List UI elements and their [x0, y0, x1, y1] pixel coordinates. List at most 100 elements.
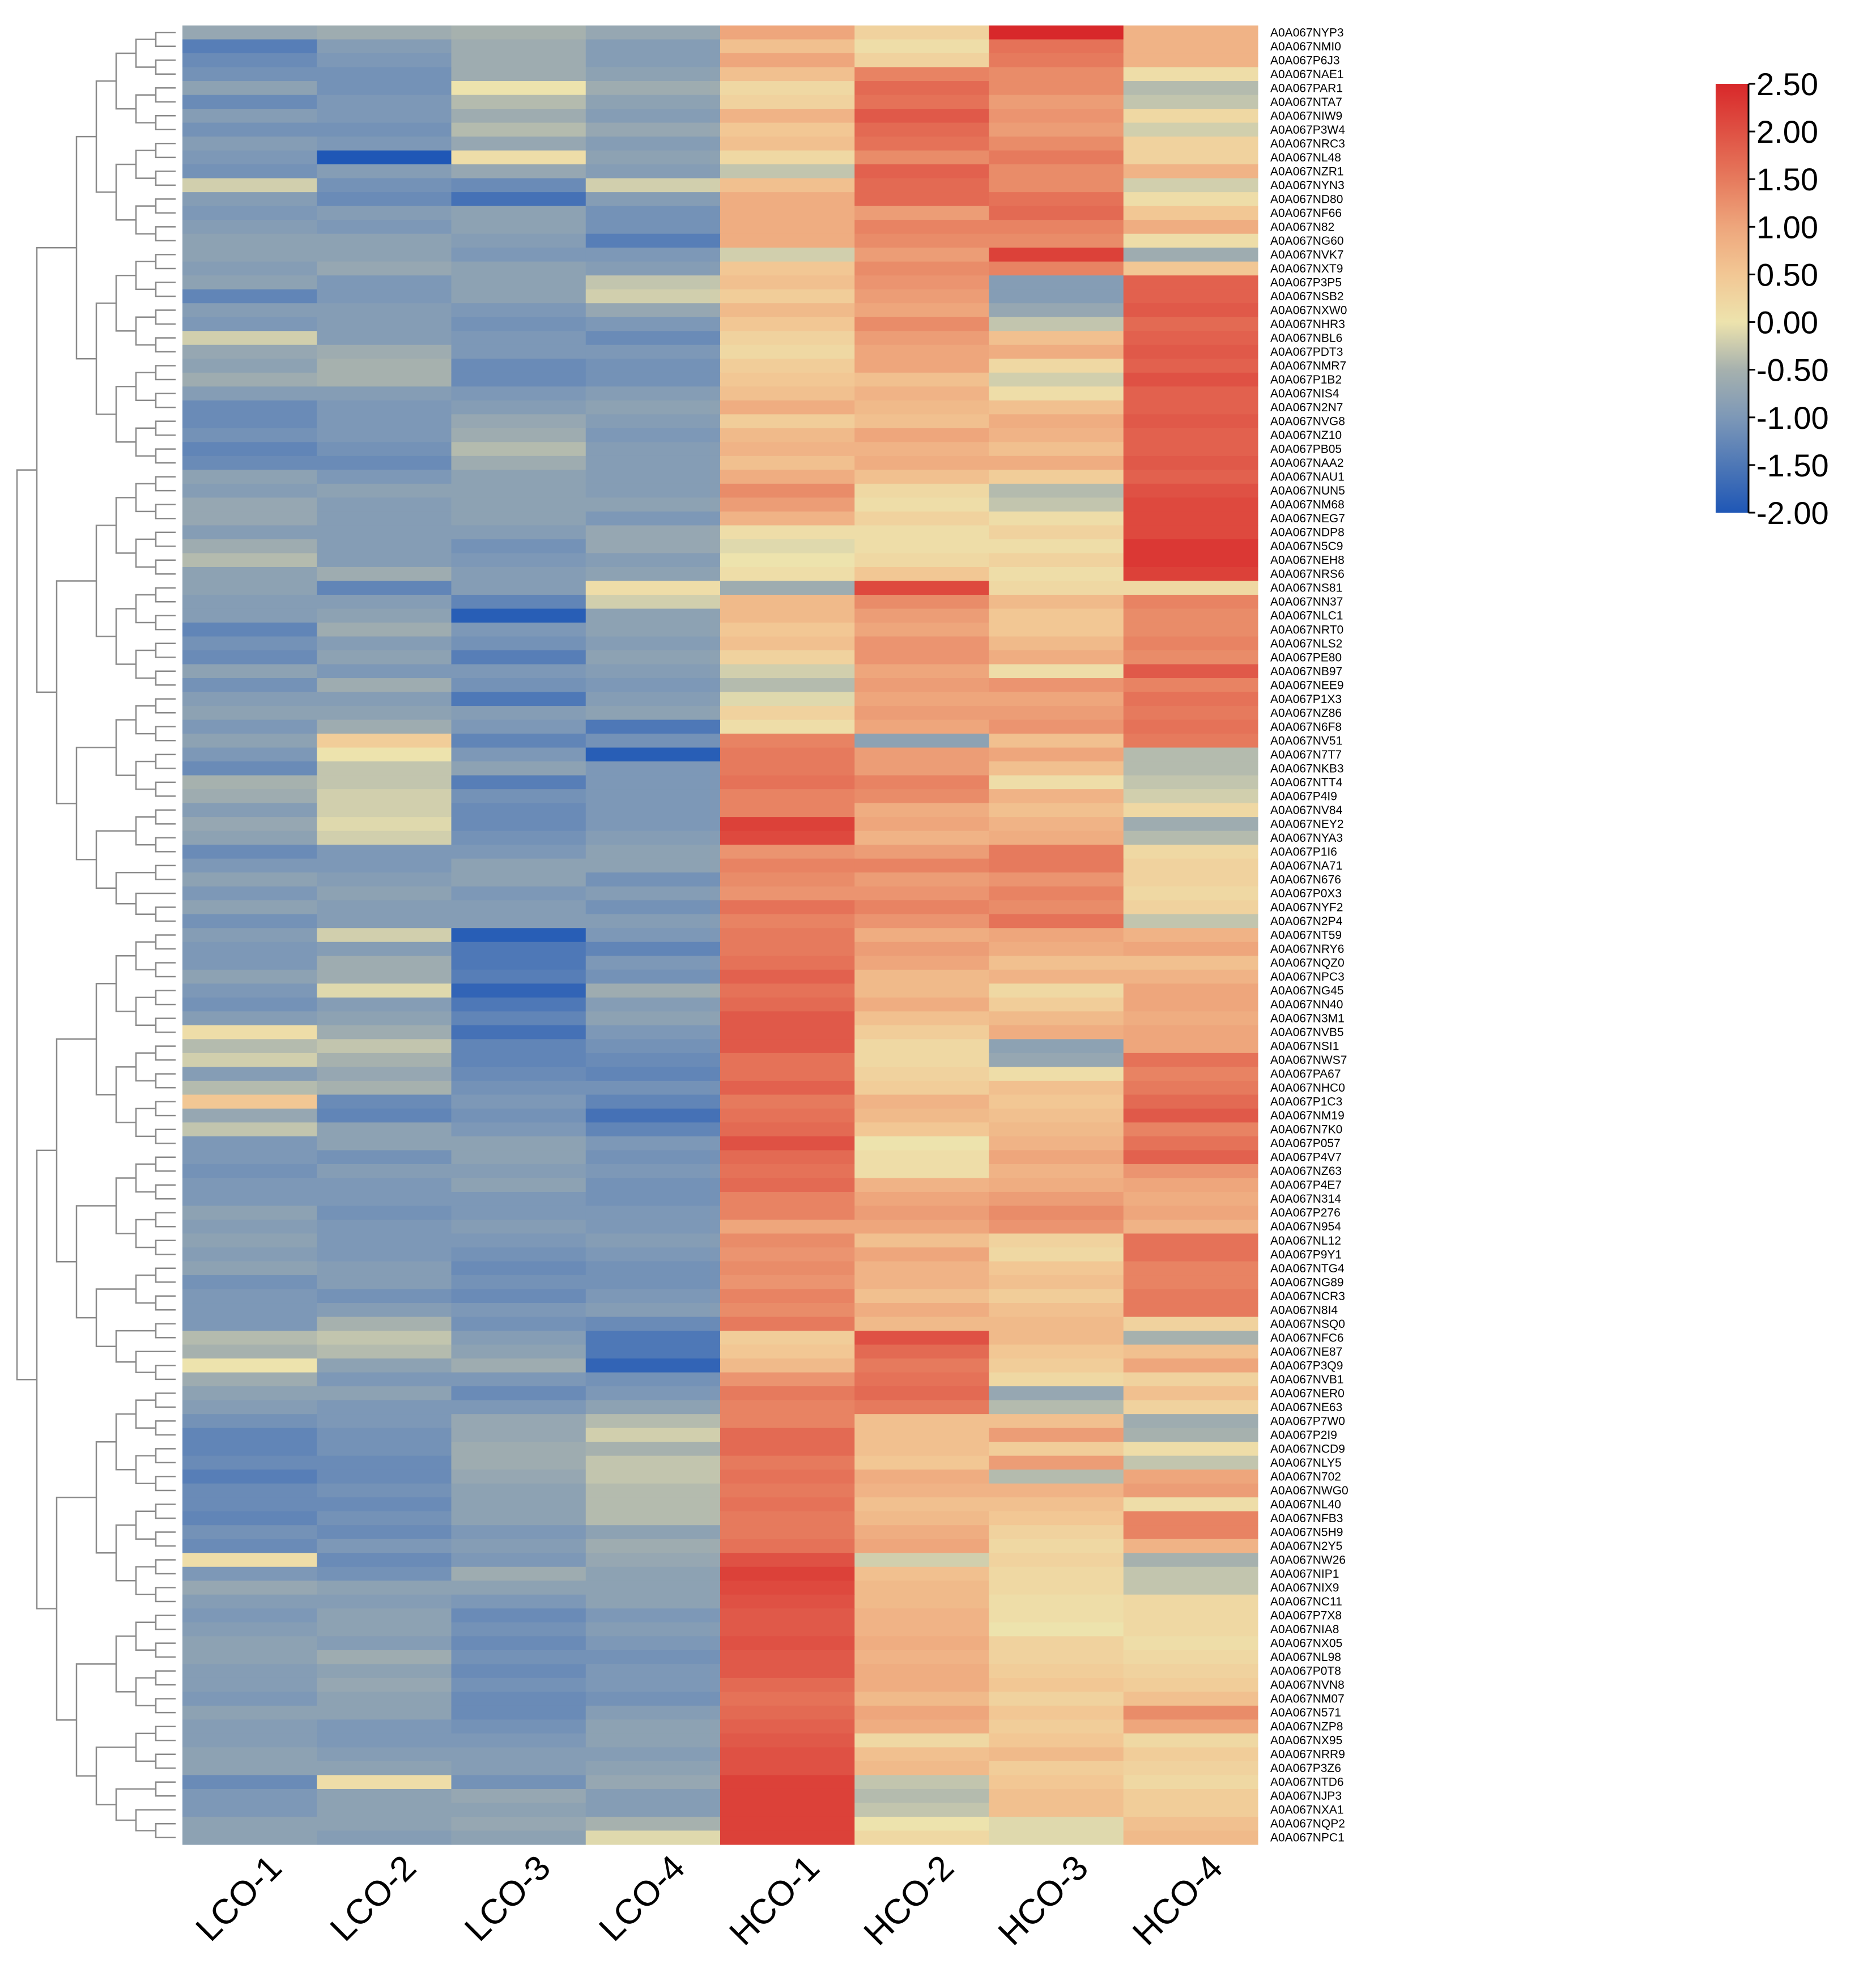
heatmap-cell — [451, 1719, 586, 1734]
heatmap-cell — [585, 122, 721, 137]
legend-tick-label: -0.50 — [1756, 352, 1829, 388]
dendrogram-branch — [155, 753, 176, 769]
heatmap-cell — [854, 1317, 990, 1331]
row-label: A0A067NVG8 — [1270, 415, 1345, 428]
heatmap-cell — [317, 553, 452, 568]
dendrogram-branch — [135, 941, 156, 971]
row-label: A0A067P3P5 — [1270, 276, 1342, 289]
heatmap-cell — [854, 25, 990, 40]
heatmap-cell — [989, 1469, 1124, 1484]
heatmap-cell — [317, 1442, 452, 1456]
heatmap-cell — [451, 1178, 586, 1192]
heatmap-cell — [585, 1497, 721, 1512]
heatmap-cell — [585, 1025, 721, 1040]
heatmap-cell — [317, 1233, 452, 1248]
heatmap-cell — [1123, 1094, 1258, 1109]
heatmap-cell — [1123, 1511, 1258, 1526]
heatmap-cell — [854, 1080, 990, 1095]
heatmap-cell — [182, 1788, 317, 1804]
heatmap-cell — [989, 650, 1124, 665]
heatmap-cell — [1123, 220, 1258, 235]
heatmap-cell — [1123, 1483, 1258, 1498]
heatmap-cell — [989, 1150, 1124, 1165]
heatmap-cell — [989, 1636, 1124, 1651]
dendrogram-branch — [155, 1587, 176, 1603]
heatmap-cell — [451, 1761, 586, 1776]
row-label: A0A067NAA2 — [1270, 457, 1344, 470]
heatmap-cell — [1123, 317, 1258, 331]
heatmap-cell — [182, 622, 317, 637]
heatmap-cell — [182, 359, 317, 373]
row-label: A0A067NG89 — [1270, 1276, 1344, 1289]
heatmap-cell — [317, 317, 452, 331]
heatmap-cell — [989, 622, 1124, 637]
heatmap-cell — [451, 872, 586, 887]
heatmap-cell — [182, 1275, 317, 1290]
heatmap-cell — [182, 1803, 317, 1817]
heatmap-cell — [1123, 1011, 1258, 1026]
row-label: A0A067NS81 — [1270, 582, 1342, 595]
heatmap-cell — [182, 886, 317, 901]
heatmap-cell — [854, 109, 990, 123]
row-label: A0A067P4V7 — [1270, 1151, 1342, 1164]
row-label: A0A067NER0 — [1270, 1387, 1345, 1400]
heatmap-cell — [854, 803, 990, 817]
dendrogram-branch — [135, 39, 156, 68]
heatmap-cell — [854, 150, 990, 165]
heatmap-cell — [451, 1677, 586, 1692]
column-label: LCO-2 — [323, 1848, 424, 1949]
heatmap-cell — [720, 594, 855, 610]
heatmap-cell — [451, 206, 586, 220]
row-label: A0A067NTA7 — [1270, 96, 1342, 109]
heatmap-cell — [854, 928, 990, 943]
column-label: LCO-3 — [457, 1848, 558, 1949]
heatmap-cell — [854, 137, 990, 151]
heatmap-cell — [854, 1747, 990, 1762]
heatmap-cell — [720, 1469, 855, 1484]
heatmap-cell — [854, 1719, 990, 1734]
row-labels: A0A067NYP3A0A067NMI0A0A067P6J3A0A067NAE1… — [1270, 26, 1348, 1844]
heatmap-cell — [1123, 1719, 1258, 1734]
dendrogram-branch — [75, 135, 96, 360]
heatmap-cell — [182, 1178, 317, 1192]
heatmap-cell — [989, 359, 1124, 373]
heatmap-cell — [720, 137, 855, 151]
heatmap-cell — [182, 1719, 317, 1734]
heatmap-cell — [182, 1677, 317, 1692]
dendrogram-branch — [155, 906, 176, 922]
heatmap-cell — [451, 650, 586, 665]
heatmap-cell — [451, 1414, 586, 1429]
heatmap-cell — [317, 428, 452, 442]
heatmap-cell — [451, 1358, 586, 1373]
heatmap-cell — [854, 1761, 990, 1776]
heatmap-cell — [317, 858, 452, 873]
column-labels: LCO-1 LCO-2 LCO-3 LCO-4 HCO-1 HCO-2 HCO-3 HCO-4 — [189, 1848, 1231, 1953]
heatmap-cell — [585, 1539, 721, 1553]
heatmap-cell — [989, 428, 1124, 442]
heatmap-cell — [585, 1136, 721, 1151]
heatmap-cell — [989, 1539, 1124, 1553]
heatmap-cell — [451, 1261, 586, 1276]
heatmap-cell — [585, 1303, 721, 1318]
heatmap-cell — [720, 1816, 855, 1831]
heatmap-cell — [854, 1581, 990, 1595]
heatmap-cell — [317, 1581, 452, 1595]
legend-tick-label: 1.00 — [1756, 209, 1818, 245]
heatmap-cell — [182, 386, 317, 401]
dendrogram-branch — [75, 1663, 116, 1777]
heatmap-cell — [989, 1206, 1124, 1220]
heatmap-cell — [1123, 1622, 1258, 1637]
row-label: A0A067NL98 — [1270, 1651, 1341, 1664]
dendrogram-branch — [135, 1219, 156, 1249]
heatmap-cell — [989, 734, 1124, 748]
heatmap-cell — [1123, 914, 1258, 928]
heatmap-cell — [1123, 1386, 1258, 1401]
heatmap-cell — [1123, 1164, 1258, 1179]
heatmap-cell — [451, 789, 586, 804]
dendrogram-branch — [115, 608, 136, 665]
heatmap-cell — [1123, 1553, 1258, 1567]
heatmap-cell — [451, 1219, 586, 1234]
heatmap-cell — [317, 1664, 452, 1679]
heatmap-cell — [720, 650, 855, 665]
row-label: A0A067NG60 — [1270, 235, 1344, 248]
